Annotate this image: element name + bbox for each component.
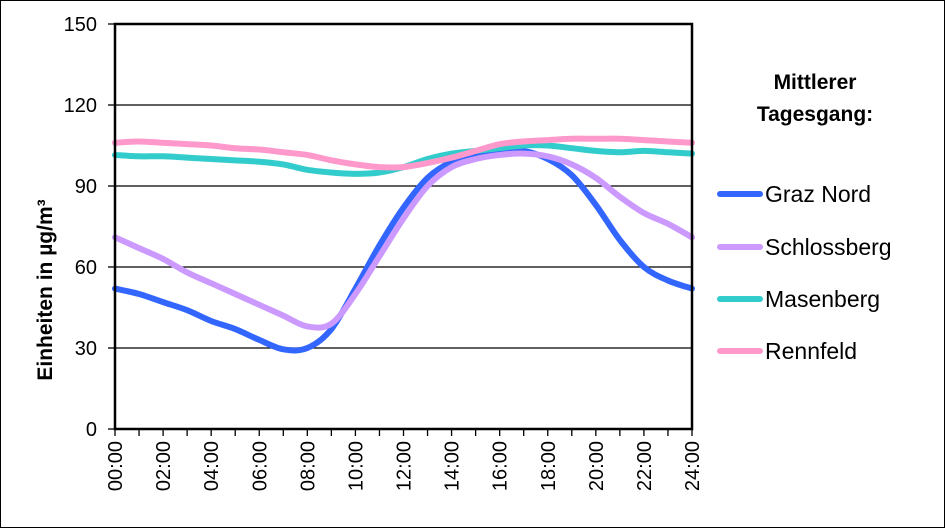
series-line-graz-nord <box>112 147 695 354</box>
x-tick-label: 04:00 <box>201 441 223 491</box>
y-tick-label: 0 <box>86 419 97 441</box>
series-line-rennfeld <box>112 135 695 171</box>
y-tick-label: 60 <box>75 257 97 279</box>
legend-title-line2: Tagesgang: <box>757 103 873 126</box>
legend-title-line1: Mittlerer <box>774 71 857 94</box>
x-tick-label: 24:00 <box>682 441 704 491</box>
legend-label: Schlossberg <box>765 234 892 260</box>
plot-area-border <box>113 22 694 431</box>
data-series <box>112 135 695 354</box>
y-tick-label: 120 <box>64 95 97 117</box>
x-tick-label: 16:00 <box>490 441 512 491</box>
legend-item-graz-nord: Graz Nord <box>717 181 871 207</box>
legend-label: Masenberg <box>765 286 880 312</box>
x-tick-label: 06:00 <box>249 441 271 491</box>
x-axis-ticks: 00:00 02:00 04:00 06:00 08:00 10:00 12:00 14:00… <box>105 429 704 491</box>
x-tick-label: 10:00 <box>345 441 367 491</box>
legend-item-schlossberg: Schlossberg <box>717 234 892 260</box>
x-tick-label: 02:00 <box>153 441 175 491</box>
x-tick-label: 14:00 <box>442 441 464 491</box>
y-tick-label: 150 <box>64 14 97 36</box>
x-tick-label: 08:00 <box>297 441 319 491</box>
y-axis-label: Einheiten in µg/m³ <box>34 199 57 380</box>
x-tick-label: 18:00 <box>538 441 560 491</box>
x-tick-label: 20:00 <box>586 441 608 491</box>
x-tick-label: 12:00 <box>394 441 416 491</box>
series-line-schlossberg <box>112 150 695 331</box>
x-tick-label: 00:00 <box>105 441 127 491</box>
gridlines <box>115 104 692 349</box>
legend-item-rennfeld: Rennfeld <box>717 338 857 364</box>
legend-label: Rennfeld <box>765 338 857 364</box>
legend: Mittlerer Tagesgang: Graz Nord Schlossber… <box>717 71 892 364</box>
x-tick-label: 22:00 <box>634 441 656 491</box>
y-axis-ticks: 0 30 60 90 120 150 <box>64 14 115 441</box>
legend-item-masenberg: Masenberg <box>717 286 880 312</box>
y-tick-label: 30 <box>75 338 97 360</box>
y-tick-label: 90 <box>75 176 97 198</box>
legend-label: Graz Nord <box>765 181 871 207</box>
